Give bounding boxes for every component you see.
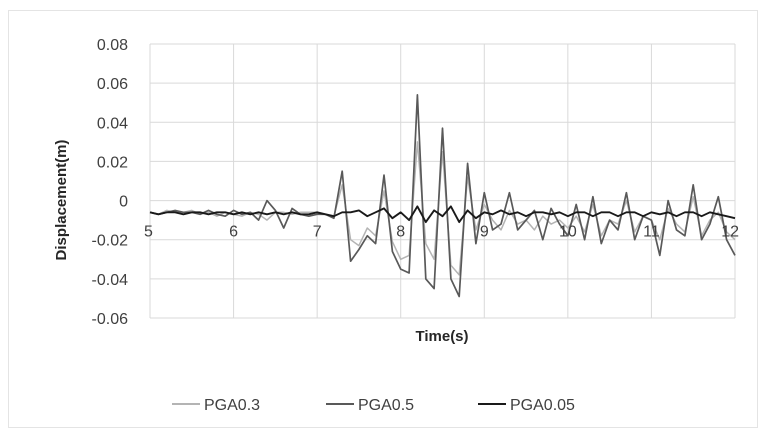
y-axis-title: Displacement(m) [53, 140, 70, 261]
x-tick-label: 12 [721, 224, 739, 241]
y-tick-label: 0.06 [97, 76, 128, 93]
legend-label: PGA0.05 [510, 397, 575, 414]
legend-label: PGA0.5 [358, 397, 414, 414]
legend: PGA0.3 PGA0.5 PGA0.05 [172, 397, 575, 414]
x-tick-label: 5 [144, 224, 153, 241]
y-tick-label: 0 [119, 194, 128, 211]
y-tick-label: -0.04 [92, 272, 129, 289]
series-lines [149, 94, 736, 298]
x-tick-label: 11 [643, 224, 660, 241]
x-tick-label: 9 [480, 224, 489, 241]
x-tick-label: 6 [229, 224, 238, 241]
y-tick-labels: 0.08 0.06 0.04 0.02 0 -0.02 -0.04 -0.06 [92, 37, 129, 328]
x-tick-labels: 5 6 7 8 9 10 11 12 [144, 224, 739, 241]
y-tick-label: 0.04 [97, 115, 128, 132]
x-tick-label: 10 [559, 224, 577, 241]
series-line-pga0-05 [149, 205, 736, 224]
x-axis-title: Time(s) [415, 328, 468, 345]
y-tick-label: 0.08 [97, 37, 128, 54]
x-tick-label: 7 [313, 224, 322, 241]
legend-label: PGA0.3 [204, 397, 260, 414]
series-line-pga0-5 [149, 94, 736, 298]
y-tick-label: -0.06 [92, 311, 129, 328]
chart-frame [8, 10, 758, 428]
y-tick-label: 0.02 [97, 154, 128, 171]
y-tick-label: -0.02 [92, 233, 129, 250]
x-tick-label: 8 [396, 224, 405, 241]
gridlines [149, 43, 736, 319]
